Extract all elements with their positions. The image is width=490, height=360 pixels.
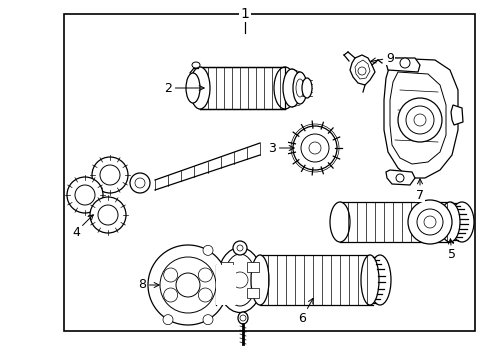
Ellipse shape [251,255,269,305]
Circle shape [237,245,243,251]
Circle shape [400,58,410,68]
Circle shape [130,173,150,193]
Polygon shape [386,170,415,185]
Ellipse shape [361,255,379,305]
Text: 5: 5 [448,239,456,261]
Circle shape [148,245,228,325]
Ellipse shape [302,78,312,98]
Circle shape [406,106,434,134]
Circle shape [398,98,442,142]
Ellipse shape [186,73,200,103]
Circle shape [98,205,118,225]
Circle shape [408,200,452,244]
Circle shape [293,126,337,170]
Text: 1: 1 [241,7,249,21]
Circle shape [135,178,145,188]
Bar [340,202,450,242]
Circle shape [92,157,128,193]
Circle shape [424,216,436,228]
Ellipse shape [330,202,350,242]
Circle shape [198,268,212,282]
Ellipse shape [450,202,474,242]
Ellipse shape [192,62,200,68]
Polygon shape [451,105,463,125]
Circle shape [203,315,213,325]
Circle shape [203,246,213,255]
Circle shape [414,114,426,126]
Circle shape [309,142,321,154]
Polygon shape [390,72,446,164]
Circle shape [164,268,178,282]
Circle shape [100,165,120,185]
Ellipse shape [238,312,248,324]
Circle shape [164,288,178,302]
Polygon shape [350,55,375,85]
Bar [155,180,260,190]
Circle shape [232,272,248,288]
Bar [64,14,475,331]
Bar [247,288,259,298]
Text: 8: 8 [138,279,159,292]
Bar [221,262,233,272]
Text: 6: 6 [298,298,313,324]
Text: 9: 9 [371,51,394,64]
Bar [200,67,285,109]
Polygon shape [386,58,420,72]
Circle shape [90,197,126,233]
Text: 2: 2 [164,81,204,95]
Text: 3: 3 [268,141,294,154]
Circle shape [176,273,200,297]
Ellipse shape [283,69,301,107]
Ellipse shape [440,202,460,242]
Ellipse shape [274,67,296,109]
Circle shape [417,209,443,235]
Bar [260,255,370,305]
Text: 1: 1 [241,5,249,19]
Circle shape [160,257,216,313]
Ellipse shape [224,254,256,306]
Bar [221,288,233,298]
Circle shape [240,315,246,321]
Circle shape [75,185,95,205]
Ellipse shape [369,255,391,305]
Ellipse shape [218,248,263,312]
Circle shape [67,177,103,213]
Circle shape [301,134,329,162]
Circle shape [163,315,173,325]
Ellipse shape [190,67,210,109]
Circle shape [198,288,212,302]
Polygon shape [355,60,370,79]
Ellipse shape [296,79,304,97]
Circle shape [396,174,404,182]
Circle shape [233,241,247,255]
Text: 4: 4 [72,215,93,239]
Circle shape [358,67,366,75]
Polygon shape [384,58,458,178]
Ellipse shape [293,72,307,104]
Bar [216,265,236,305]
Bar [247,262,259,272]
Text: 7: 7 [416,179,424,202]
